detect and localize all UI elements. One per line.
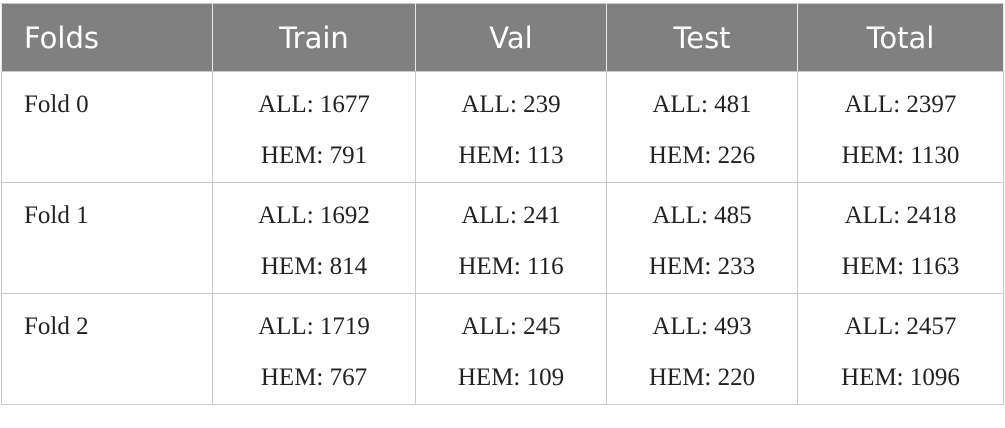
table-cell: ALL: 239 HEM: 113 (415, 71, 607, 183)
cell-line: HEM: 113 (458, 142, 564, 169)
cell-line: HEM: 116 (458, 253, 564, 280)
table-row: Fold 2 ALL: 1719 HEM: 767 ALL: 245 HEM: 109 A… (1, 293, 1004, 405)
cell-line: ALL: 245 (461, 313, 561, 340)
table-cell: ALL: 241 HEM: 116 (415, 182, 607, 294)
table-cell: ALL: 485 HEM: 233 (606, 182, 798, 294)
header-cell: Folds (1, 3, 213, 72)
table-cell: ALL: 2397 HEM: 1130 (797, 71, 1004, 183)
cell-line: HEM: 767 (260, 364, 368, 391)
cell-line: ALL: 2418 (844, 202, 957, 229)
data-table: Folds Train Val Test Total Fold 0 ALL: 1677 HE… (1, 3, 1004, 405)
cell-line: ALL: 493 (652, 313, 752, 340)
cell-line: HEM: 1130 (841, 142, 960, 169)
cell-line: ALL: 2397 (844, 91, 957, 118)
cell-line: ALL: 485 (652, 202, 752, 229)
header-cell: Test (606, 3, 798, 72)
cell-line: ALL: 2457 (844, 313, 957, 340)
cell-line: Fold 1 (24, 202, 89, 229)
cell-line: HEM: 226 (648, 142, 756, 169)
table-cell: ALL: 493 HEM: 220 (606, 293, 798, 405)
cell-line: ALL: 241 (461, 202, 561, 229)
cell-line: HEM: 233 (648, 253, 756, 280)
header-cell: Val (415, 3, 607, 72)
header-row: Folds Train Val Test Total (1, 3, 1004, 72)
table-cell: ALL: 1692 HEM: 814 (212, 182, 416, 294)
table-row: Fold 1 ALL: 1692 HEM: 814 ALL: 241 HEM: 116 A… (1, 182, 1004, 294)
cell-line: ALL: 1692 (258, 202, 370, 229)
page: Folds Train Val Test Total Fold 0 ALL: 1677 HE… (0, 3, 1005, 428)
header-cell: Train (212, 3, 416, 72)
row-label: Fold 1 (1, 182, 213, 294)
table-cell: ALL: 2457 HEM: 1096 (797, 293, 1004, 405)
cell-line: ALL: 239 (461, 91, 561, 118)
cell-line: HEM: 220 (648, 364, 756, 391)
cell-line: HEM: 814 (260, 253, 368, 280)
table-cell: ALL: 1719 HEM: 767 (212, 293, 416, 405)
row-label: Fold 0 (1, 71, 213, 183)
cell-line: ALL: 1677 (258, 91, 370, 118)
table-cell: ALL: 2418 HEM: 1163 (797, 182, 1004, 294)
header-cell: Total (797, 3, 1004, 72)
cell-line: HEM: 1163 (841, 253, 960, 280)
cell-line: ALL: 481 (652, 91, 752, 118)
cell-line: HEM: 1096 (841, 364, 960, 391)
table-cell: ALL: 245 HEM: 109 (415, 293, 607, 405)
table-body: Fold 0 ALL: 1677 HEM: 791 ALL: 239 HEM: 113 A… (1, 71, 1004, 405)
table-cell: ALL: 1677 HEM: 791 (212, 71, 416, 183)
table-cell: ALL: 481 HEM: 226 (606, 71, 798, 183)
cell-line: HEM: 109 (457, 364, 565, 391)
cell-line: ALL: 1719 (258, 313, 370, 340)
table-row: Fold 0 ALL: 1677 HEM: 791 ALL: 239 HEM: 113 A… (1, 71, 1004, 183)
cell-line: HEM: 791 (260, 142, 368, 169)
row-label: Fold 2 (1, 293, 213, 405)
cell-line: Fold 0 (24, 91, 89, 118)
cell-line: Fold 2 (24, 313, 89, 340)
